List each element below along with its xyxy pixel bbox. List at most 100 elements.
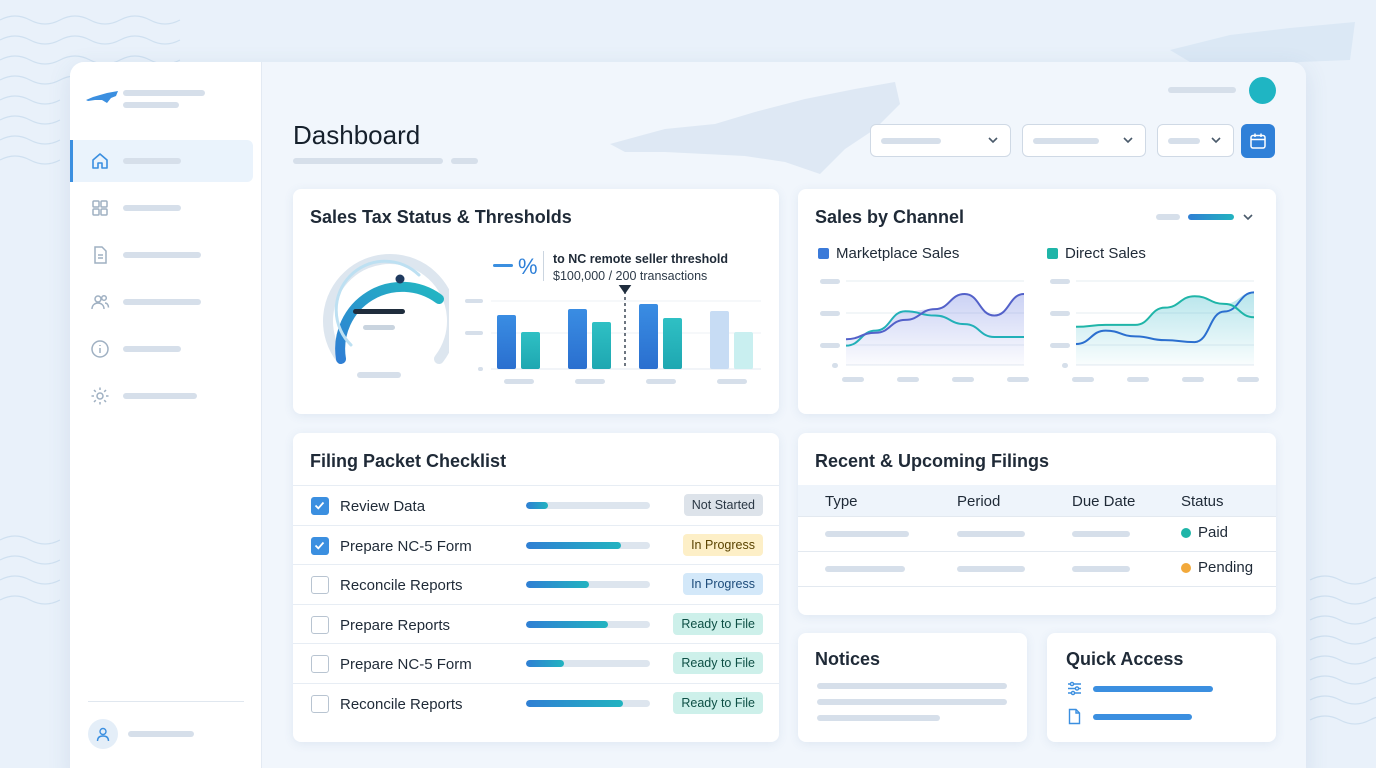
- range-selected-placeholder[interactable]: [1188, 214, 1234, 220]
- series-line-2: [1075, 291, 1255, 345]
- checkbox[interactable]: [311, 576, 329, 595]
- document-icon: [94, 246, 107, 264]
- y-tick-placeholder: [820, 311, 840, 316]
- checkbox[interactable]: [311, 655, 329, 674]
- checkbox[interactable]: [311, 695, 329, 713]
- bar-series-2: [734, 332, 753, 369]
- legend-marketplace: Marketplace Sales: [818, 245, 959, 262]
- quick-access-item-1[interactable]: [1066, 680, 1256, 698]
- filter-select-3[interactable]: [1157, 124, 1234, 157]
- page-subtitle-placeholder: [293, 158, 443, 164]
- checklist-row[interactable]: Reconcile Reports Ready to File: [293, 683, 779, 723]
- sidebar-item-documents[interactable]: [70, 234, 253, 276]
- filter-select-1[interactable]: [870, 124, 1011, 157]
- user-avatar[interactable]: [88, 719, 118, 749]
- direct-area-chart: [1050, 279, 1259, 382]
- sidebar-divider: [88, 701, 244, 702]
- sidebar-item-overview[interactable]: [70, 187, 253, 229]
- progress-bar: [526, 620, 650, 628]
- range-placeholder: [1156, 214, 1180, 220]
- cell-placeholder: [825, 566, 905, 572]
- cell-placeholder: [957, 531, 1025, 537]
- checklist-row-label: Reconcile Reports: [340, 696, 463, 713]
- legend-label: Marketplace Sales: [836, 245, 960, 262]
- quick-access-card: Quick Access: [1047, 633, 1276, 742]
- sidebar-item-home[interactable]: [70, 140, 253, 182]
- calendar-button[interactable]: [1241, 124, 1275, 158]
- x-tick-placeholder: [1007, 377, 1029, 382]
- grid-icon: [92, 200, 108, 216]
- table-row[interactable]: Paid: [798, 517, 1276, 551]
- table-row[interactable]: Pending: [798, 552, 1276, 586]
- status-dot: [1181, 562, 1191, 573]
- nc-logo-icon: [86, 91, 118, 103]
- chevron-down-icon: [988, 137, 998, 144]
- sidebar-item-info[interactable]: [70, 328, 253, 370]
- status-badge: In Progress: [683, 573, 763, 596]
- progress-fill: [526, 581, 590, 589]
- sidebar-item-label: [123, 158, 181, 164]
- profile-avatar[interactable]: [1249, 77, 1276, 104]
- status-badge: Ready to File: [673, 652, 763, 675]
- y-tick-placeholder: [1062, 363, 1068, 368]
- table-header-row: [798, 485, 1276, 516]
- checkbox[interactable]: [311, 615, 329, 634]
- progress-bar: [526, 502, 650, 509]
- quick-access-item-2[interactable]: [1066, 708, 1256, 726]
- checklist-row[interactable]: Review Data Not Started: [293, 485, 779, 525]
- sidebar: [70, 62, 262, 768]
- notice-placeholder: [817, 683, 1007, 689]
- cell-placeholder: [1072, 566, 1130, 572]
- calendar-icon: [1250, 133, 1266, 149]
- y-tick-placeholder: [478, 367, 483, 371]
- row-divider: [798, 586, 1276, 587]
- checklist-row[interactable]: Prepare NC-5 Form Ready to File: [293, 643, 779, 683]
- checklist-card: Filing Packet Checklist Review Data Not S…: [293, 433, 779, 742]
- chevron-down-icon[interactable]: [1241, 210, 1255, 224]
- checklist-row-label: Reconcile Reports: [340, 577, 463, 595]
- checkbox[interactable]: [311, 497, 329, 515]
- checklist-row[interactable]: Reconcile Reports In Progress: [293, 564, 779, 604]
- marketplace-area-chart: [820, 279, 1029, 382]
- y-tick-placeholder: [465, 331, 483, 335]
- status-badge: In Progress: [683, 533, 763, 556]
- x-tick-placeholder: [646, 379, 676, 384]
- home-icon: [92, 153, 108, 169]
- app-logo[interactable]: [85, 89, 119, 110]
- series-line-1: [1075, 295, 1255, 328]
- cell-placeholder: [1072, 531, 1130, 537]
- legend-swatch: [1047, 248, 1058, 259]
- y-tick-placeholder: [820, 343, 840, 348]
- status-label: Pending: [1198, 559, 1254, 576]
- sidebar-item-users[interactable]: [70, 281, 253, 323]
- checklist-row[interactable]: Prepare Reports Ready to File: [293, 603, 779, 644]
- checkmark-icon: [314, 541, 325, 550]
- x-tick-placeholder: [1127, 377, 1149, 382]
- chevron-down-icon: [1211, 137, 1221, 144]
- page-subtitle-placeholder: [451, 158, 478, 164]
- card-title: Filing Packet Checklist: [310, 451, 507, 471]
- sidebar-item-settings[interactable]: [70, 375, 253, 417]
- x-tick-placeholder: [897, 377, 919, 382]
- checkbox[interactable]: [311, 536, 329, 555]
- select-value-placeholder: [1168, 138, 1200, 144]
- cell-placeholder: [825, 531, 909, 537]
- sidebar-item-label: [123, 252, 201, 258]
- x-tick-placeholder: [842, 377, 864, 382]
- status-badge: Ready to File: [673, 692, 763, 714]
- filter-select-2[interactable]: [1022, 124, 1146, 157]
- gear-icon: [91, 387, 109, 405]
- file-icon: [1068, 708, 1081, 725]
- legend-swatch: [818, 248, 829, 259]
- series-line-1: [845, 293, 1025, 341]
- notice-placeholder: [817, 715, 940, 721]
- x-tick-placeholder: [1072, 377, 1094, 382]
- progress-fill: [526, 541, 622, 549]
- x-tick-placeholder: [952, 377, 974, 382]
- notice-placeholder: [817, 699, 1007, 705]
- filter-icon: [1068, 681, 1081, 696]
- app-subtitle-placeholder: [123, 102, 179, 108]
- bar-series-2: [521, 332, 540, 369]
- status-badge: Pending: [1181, 559, 1253, 576]
- checklist-row[interactable]: Prepare NC-5 Form In Progress: [293, 524, 779, 565]
